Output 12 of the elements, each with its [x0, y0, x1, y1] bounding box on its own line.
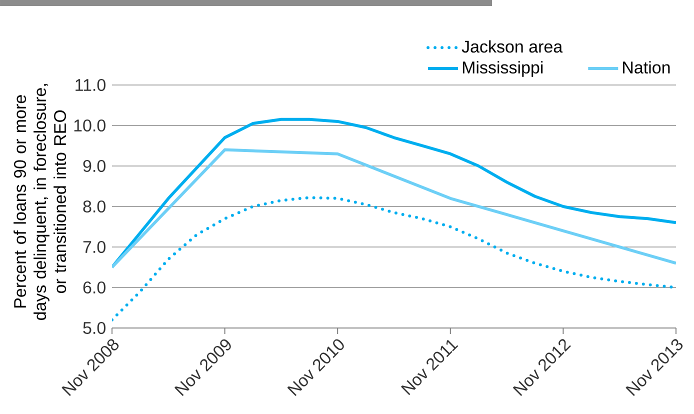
y-tick-label: 8.0 [83, 200, 106, 213]
y-tick-label: 5.0 [83, 322, 106, 334]
legend-label: Mississippi [462, 61, 543, 77]
legend-label: Nation [623, 61, 670, 74]
legend-label: Jackson area [462, 40, 563, 53]
y-axis-title: Percent of loans 90 or more days delinquent, in foreclosure, or transitioned into REO [14, 84, 66, 320]
y-tick-label: 11.0 [76, 78, 106, 92]
y-tick-label: 6.0 [83, 281, 106, 294]
y-tick-label: 7.0 [83, 240, 106, 254]
line-series [112, 148, 676, 269]
y-tick-label: 9.0 [83, 160, 106, 172]
y-tick-label: 10.0 [74, 119, 106, 132]
